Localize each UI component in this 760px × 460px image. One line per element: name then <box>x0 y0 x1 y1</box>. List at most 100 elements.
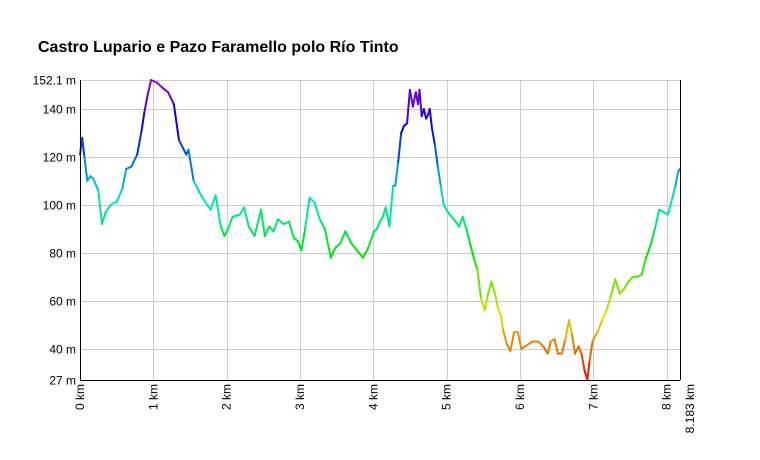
elevation-segment <box>436 165 442 187</box>
elevation-segment <box>115 187 124 204</box>
elevation-segment <box>308 196 316 204</box>
elevation-segment <box>83 155 89 182</box>
elevation-segment <box>433 143 439 168</box>
elevation-segment <box>323 227 332 259</box>
elevation-segment <box>448 213 455 221</box>
elevation-segment <box>469 242 475 259</box>
elevation-segment <box>560 338 567 355</box>
elevation-segment <box>627 275 634 283</box>
elevation-segment <box>375 220 381 230</box>
elevation-segment <box>150 79 158 84</box>
elevation-segment <box>499 314 505 331</box>
elevation-segment <box>247 225 256 238</box>
elevation-segment <box>553 338 560 355</box>
elevation-segment <box>287 220 296 240</box>
x-tick-label: 5 km <box>440 384 454 410</box>
elevation-segment <box>300 227 307 252</box>
elevation-segment <box>304 196 311 230</box>
y-tick-label: 80 m <box>49 247 76 261</box>
elevation-segment <box>568 319 573 336</box>
y-tick-label: 27 m <box>49 374 76 388</box>
elevation-segment <box>177 139 188 156</box>
y-axis-ticks: 27 m 40 m 60 m 80 m 100 m 120 m 140 m 152.1 m <box>33 74 76 388</box>
elevation-segment <box>596 319 604 334</box>
elevation-segment <box>677 167 681 173</box>
elevation-segment <box>428 108 433 130</box>
elevation-segment <box>101 211 107 226</box>
elevation-segment <box>439 184 445 206</box>
elevation-segment <box>605 295 612 312</box>
grid-layer <box>80 80 680 381</box>
elevation-segment <box>465 227 472 245</box>
elevation-segment <box>476 268 483 300</box>
elevation-segment <box>356 249 365 259</box>
y-tick-label: 40 m <box>49 343 76 357</box>
x-tick-label: 8 km <box>660 384 674 410</box>
elevation-segment <box>394 160 400 187</box>
elevation-segment <box>362 247 370 259</box>
elevation-segment <box>344 230 353 245</box>
elevation-segment <box>586 359 591 381</box>
elevation-segment <box>422 108 428 120</box>
elevation-segment <box>618 287 626 295</box>
elevation-segment <box>214 194 222 228</box>
elevation-segment <box>155 81 164 89</box>
elevation-segment <box>130 153 139 168</box>
x-tick-label: 0 km <box>73 384 87 410</box>
elevation-segment <box>199 194 212 211</box>
elevation-segment <box>502 328 508 346</box>
elevation-segment <box>143 91 150 113</box>
elevation-segment <box>97 189 103 226</box>
elevation-segment <box>397 132 403 163</box>
elevation-segment <box>458 215 464 228</box>
elevation-segment <box>166 91 175 106</box>
y-tick-label: 100 m <box>43 199 76 213</box>
elevation-segment <box>209 194 217 211</box>
elevation-segment <box>227 215 234 230</box>
elevation-segment <box>147 79 153 94</box>
x-tick-label: 7 km <box>586 384 600 410</box>
elevation-segment <box>253 208 263 238</box>
elevation-segment <box>546 340 552 355</box>
x-tick-label: 3 km <box>293 384 307 410</box>
elevation-segment <box>350 242 359 252</box>
elevation-segment <box>580 352 586 372</box>
elevation-segment <box>490 280 497 295</box>
elevation-segment <box>564 319 571 341</box>
elevation-segment <box>609 278 617 298</box>
elevation-segment <box>674 170 680 187</box>
elevation-segment <box>172 103 180 142</box>
elevation-segment <box>276 218 285 226</box>
x-tick-label: 8.183 km <box>683 384 697 433</box>
elevation-segment <box>406 88 411 125</box>
elevation-segment <box>219 225 226 238</box>
elevation-segment <box>588 340 594 362</box>
elevation-segment <box>486 280 493 298</box>
elevation-segment <box>272 218 279 233</box>
elevation-segment <box>452 218 461 228</box>
elevation-segment <box>496 307 502 317</box>
elevation-segment <box>472 256 479 271</box>
elevation-segment <box>461 215 468 230</box>
elevation-segment <box>260 208 266 238</box>
x-axis-ticks: 0 km 1 km 2 km 3 km 4 km 5 km 6 km 7 km 8 km 8.18… <box>73 384 697 433</box>
chart-title: Castro Lupario e Pazo Faramello polo Río… <box>38 39 399 56</box>
y-tick-label: 120 m <box>43 151 76 165</box>
elevation-segment <box>92 177 100 192</box>
elevation-segment <box>640 256 648 276</box>
elevation-segment <box>161 86 169 94</box>
elevation-segment <box>614 278 621 295</box>
elevation-segment <box>623 280 630 290</box>
elevation-segment <box>136 129 143 156</box>
elevation-segment <box>573 345 580 355</box>
elevation-segment <box>645 244 652 259</box>
elevation-segment <box>509 331 516 353</box>
elevation-segment <box>388 184 395 228</box>
elevation-segment <box>667 196 674 216</box>
x-tick-label: 4 km <box>366 384 380 410</box>
elevation-segment <box>104 203 112 214</box>
elevation-segment <box>140 110 146 132</box>
elevation-segment <box>671 184 677 199</box>
elevation-segment <box>430 127 436 146</box>
